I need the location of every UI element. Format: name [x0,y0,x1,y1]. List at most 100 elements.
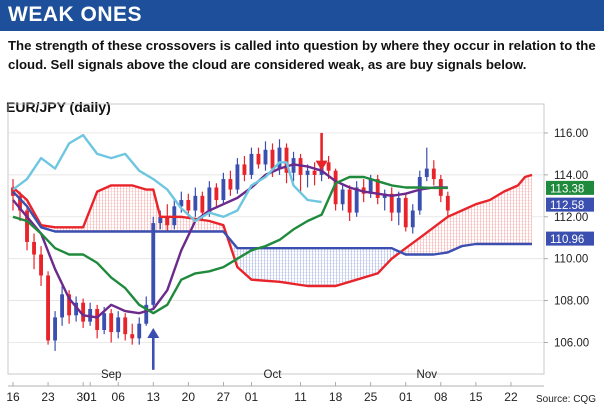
x-tick-label: 01 [245,390,259,404]
cloud-segment [272,248,280,282]
cloud-segment [356,248,364,280]
kijun-line [12,175,448,315]
cloud-segment [482,200,490,245]
cloud-segment [307,248,315,286]
cloud-segment [419,232,427,255]
cloud-segment [321,248,329,286]
candle-body [270,149,275,169]
cloud-segment [104,185,112,232]
cloud-segment [349,248,357,282]
candle-body [53,317,58,341]
cloud-segment [426,227,434,255]
x-tick-label: 30 [76,390,90,404]
sell-arrow-head [315,160,328,171]
candle-body [424,168,429,177]
candle-body [60,294,65,318]
candle-body [389,193,394,213]
candle-body [417,176,422,211]
description-text: The strength of these crossovers is call… [8,38,596,72]
candle-body [165,216,170,226]
price-label-box [546,231,594,246]
cloud-segment [286,248,294,284]
cloud-segment [328,248,336,286]
price-label-text: 110.96 [550,234,584,246]
cloud-segment [440,216,448,254]
candle-body [403,197,408,228]
candle-body [32,241,36,255]
cloud-segment [468,204,476,246]
y-tick-label: 106.00 [554,338,589,350]
x-tick-label: 01 [83,390,97,404]
y-tick-label: 114.00 [554,170,588,182]
cloud-segment [496,191,504,245]
candle-body [305,170,310,175]
cloud-segment [342,248,350,284]
cloud-segment [503,188,511,245]
month-label: Oct [264,369,283,381]
tenkan-line [12,163,448,319]
cloud-segment [517,176,525,245]
cloud-segment [454,210,462,250]
x-tick-label: 25 [364,390,378,404]
candle-body [354,187,359,213]
candle-body [123,317,128,335]
candle-body [200,195,205,213]
candle-body [228,179,233,190]
x-tick-label: 18 [329,390,343,404]
cloud-segment [314,248,322,286]
cloud-segment [279,248,287,283]
candle-body [81,302,86,322]
y-tick-label: 112.00 [554,212,588,224]
cloud-segment [118,185,126,232]
candle-body [137,323,142,339]
source-credit: Source: CQG [535,394,596,405]
cloud-segment [447,213,455,253]
candle-body [263,149,268,165]
x-tick-label: 23 [41,390,55,404]
x-tick-label: 22 [504,390,518,404]
chart-title: EUR/JPY (daily) [6,99,111,115]
candle-body [431,168,436,180]
candle-body [242,164,247,175]
x-tick-label: 16 [6,390,20,404]
x-tick-label: 13 [147,390,161,404]
month-label: Nov [417,369,438,381]
cloud-segment [293,248,301,285]
cloud-segment [524,174,532,245]
cloud-segment [188,217,196,232]
candle-body [347,189,352,213]
candle-body [193,195,198,211]
cloud-segment [300,248,308,286]
chikou-line [12,133,322,223]
candle-body [18,195,22,211]
cloud-segment [405,243,413,255]
candle-body [284,147,289,173]
candle-body [144,304,149,324]
plot-frame [7,103,545,375]
candle-body [375,179,380,198]
candle-body [186,200,191,211]
x-tick-label: 08 [434,390,448,404]
buy-arrow-head [147,327,160,338]
cloud-segment [195,218,203,232]
candle-body [109,313,114,333]
cloud-segment [125,185,133,232]
candle-body [214,187,219,201]
cloud-segment [251,248,259,281]
candle-body [46,275,50,341]
cloud-segment [370,248,378,276]
candle-body [277,147,282,169]
x-tick-label: 20 [182,390,196,404]
x-tick-label: 15 [469,390,483,404]
header-title: WEAK ONES [8,3,143,26]
price-label-box [546,180,594,195]
span_a-line [12,173,533,288]
candle-body [445,195,450,211]
candle-body [102,313,107,330]
candle-body [39,254,43,276]
cloud-segment [433,222,441,255]
month-label: Sep [101,369,121,381]
x-tick-label: 27 [217,390,231,404]
candle-body [151,223,156,305]
cloud-segment [111,185,119,232]
